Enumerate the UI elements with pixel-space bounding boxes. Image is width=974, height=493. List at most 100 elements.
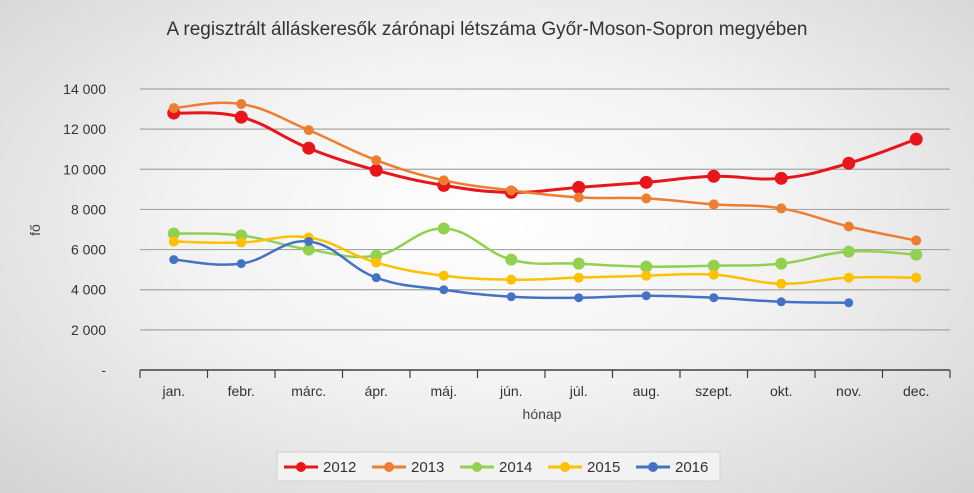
data-point bbox=[168, 103, 179, 114]
x-tick-label: ápr. bbox=[365, 383, 388, 399]
series-line bbox=[173, 227, 917, 268]
data-point bbox=[303, 125, 314, 136]
data-point bbox=[574, 293, 584, 303]
data-point bbox=[506, 185, 517, 196]
series-2013 bbox=[168, 99, 922, 246]
x-tick-label: márc. bbox=[291, 383, 326, 399]
x-tick-label: nov. bbox=[836, 383, 861, 399]
data-point bbox=[641, 270, 652, 281]
data-point bbox=[909, 132, 923, 146]
data-point bbox=[572, 180, 586, 194]
data-point bbox=[573, 192, 584, 203]
y-tick-label: - bbox=[101, 362, 106, 378]
y-tick-label: 4 000 bbox=[71, 282, 106, 298]
x-tick-label: aug. bbox=[633, 383, 660, 399]
data-point bbox=[371, 257, 382, 268]
data-point bbox=[302, 243, 315, 256]
data-point bbox=[641, 291, 651, 301]
data-point bbox=[911, 272, 922, 283]
legend-item: 2016 bbox=[636, 459, 708, 476]
data-point bbox=[369, 163, 383, 177]
data-point bbox=[910, 248, 923, 261]
data-point bbox=[371, 273, 381, 283]
data-point bbox=[438, 175, 449, 186]
y-axis-ticks: - 2 000 4 000 6 000 8 000 10 000 12 000 14 000 bbox=[63, 81, 106, 378]
series-2012 bbox=[167, 106, 923, 199]
x-axis-label: hónap bbox=[523, 406, 562, 422]
series-layer bbox=[167, 99, 923, 308]
data-point bbox=[707, 169, 721, 183]
legend-swatch-marker bbox=[648, 462, 658, 472]
data-point bbox=[843, 221, 854, 232]
y-tick-label: 10 000 bbox=[63, 161, 106, 177]
legend-label: 2014 bbox=[499, 459, 532, 476]
legend-item: 2012 bbox=[284, 459, 356, 476]
data-point bbox=[844, 298, 854, 308]
data-point bbox=[572, 257, 585, 270]
series-2014 bbox=[167, 222, 923, 273]
legend-label: 2016 bbox=[675, 459, 708, 476]
data-point bbox=[842, 245, 855, 258]
legend-swatch-marker bbox=[472, 462, 482, 472]
data-point bbox=[776, 297, 786, 307]
data-point bbox=[708, 269, 719, 280]
series-line bbox=[173, 101, 917, 242]
legend-item: 2013 bbox=[372, 459, 444, 476]
data-point bbox=[236, 99, 247, 110]
data-point bbox=[235, 229, 248, 242]
y-tick-label: 2 000 bbox=[71, 322, 106, 338]
data-point bbox=[707, 259, 720, 272]
x-tick-label: szept. bbox=[695, 383, 732, 399]
data-point bbox=[438, 270, 449, 281]
data-point bbox=[639, 175, 653, 189]
y-tick-label: 12 000 bbox=[63, 121, 106, 137]
data-point bbox=[169, 255, 179, 265]
data-point bbox=[236, 237, 247, 248]
legend-swatch-marker bbox=[296, 462, 306, 472]
y-tick-label: 8 000 bbox=[71, 201, 106, 217]
data-point bbox=[775, 257, 788, 270]
data-point bbox=[439, 285, 449, 295]
data-point bbox=[167, 227, 180, 240]
x-tick-label: febr. bbox=[228, 383, 255, 399]
x-tick-label: máj. bbox=[431, 383, 457, 399]
x-axis: jan. febr. márc. ápr. máj. jún. júl. aug. szept.… bbox=[139, 369, 951, 399]
legend-item: 2014 bbox=[460, 459, 532, 476]
x-tick-label: jan. bbox=[161, 383, 185, 399]
data-point bbox=[641, 193, 652, 204]
legend-label: 2012 bbox=[323, 459, 356, 476]
chart-title: A regisztrált álláskeresők zárónapi léts… bbox=[166, 19, 807, 40]
data-point bbox=[505, 253, 518, 266]
legend-swatch-marker bbox=[560, 462, 570, 472]
data-point bbox=[776, 278, 787, 289]
series-2015 bbox=[168, 232, 922, 289]
data-point bbox=[304, 237, 314, 247]
data-point bbox=[709, 293, 719, 303]
x-tick-label: jún. bbox=[499, 383, 523, 399]
data-point bbox=[370, 249, 383, 262]
legend-label: 2015 bbox=[587, 459, 620, 476]
legend: 2012 2013 2014 2015 2016 bbox=[276, 451, 721, 482]
data-point bbox=[371, 155, 382, 166]
data-point bbox=[843, 272, 854, 283]
data-point bbox=[506, 274, 517, 285]
data-point bbox=[437, 222, 450, 235]
data-point bbox=[236, 259, 246, 269]
x-tick-label: okt. bbox=[770, 383, 793, 399]
y-tick-label: 14 000 bbox=[63, 81, 106, 97]
x-tick-label: dec. bbox=[903, 383, 929, 399]
data-point bbox=[234, 110, 248, 124]
data-point bbox=[776, 203, 787, 214]
legend-item: 2015 bbox=[548, 459, 620, 476]
data-point bbox=[573, 272, 584, 283]
x-tick-label: júl. bbox=[569, 383, 588, 399]
y-axis-label: fő bbox=[27, 224, 43, 236]
data-point bbox=[774, 171, 788, 185]
legend-swatch-marker bbox=[384, 462, 394, 472]
data-point bbox=[911, 235, 922, 246]
data-point bbox=[640, 260, 653, 273]
data-point bbox=[842, 156, 856, 170]
series-line bbox=[173, 235, 917, 285]
series-2016 bbox=[169, 237, 854, 308]
